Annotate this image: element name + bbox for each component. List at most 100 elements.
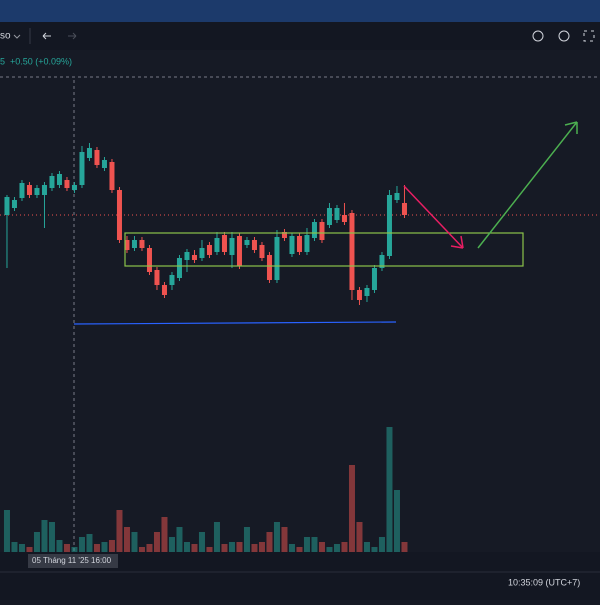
candle-body <box>356 290 362 300</box>
volume-bar <box>243 527 250 552</box>
volume-bar <box>131 532 138 552</box>
volume-bar <box>153 532 160 552</box>
candle-body <box>184 252 190 260</box>
volume-bar <box>86 534 93 552</box>
candle-body <box>311 222 317 238</box>
volume-bar <box>18 544 25 552</box>
volume-bar <box>251 544 258 552</box>
candle-body <box>274 237 280 280</box>
candle-body <box>34 188 40 195</box>
candle-body <box>334 208 340 220</box>
volume-bar <box>48 522 55 552</box>
volume-bar <box>236 542 243 552</box>
volume-bar <box>378 537 385 552</box>
volume-bar <box>341 542 348 552</box>
fullscreen-icon[interactable] <box>583 30 595 42</box>
candle-body <box>79 152 85 185</box>
volume-bar <box>3 510 10 552</box>
candle-body <box>364 288 370 296</box>
candle-body <box>94 150 100 165</box>
candle-body <box>131 240 137 248</box>
candle-body <box>154 270 160 285</box>
toolbar <box>0 22 600 50</box>
candle-body <box>304 235 310 252</box>
volume-bar <box>363 542 370 552</box>
volume-bar <box>348 465 355 552</box>
candle-body <box>49 176 55 188</box>
volume-bar <box>93 544 100 552</box>
symbol[interactable]: so <box>0 31 11 42</box>
volume-bar <box>288 544 295 552</box>
volume-bar <box>206 547 213 552</box>
range-box[interactable] <box>124 232 524 267</box>
candle-body <box>26 185 32 195</box>
clock: 10:35:09 (UTC+7) <box>508 577 580 587</box>
volume-bar <box>161 517 168 552</box>
candle-body <box>191 255 197 260</box>
volume-bar <box>56 540 63 552</box>
volume-bar <box>138 547 145 552</box>
volume-bar <box>63 544 70 552</box>
status-bar <box>0 570 600 600</box>
candle-body <box>296 236 302 252</box>
volume-bar <box>386 427 393 552</box>
volume-bar <box>78 537 85 552</box>
legend-change: +0.50 (+0.09%) <box>10 56 72 66</box>
volume-bar <box>191 544 198 552</box>
redo-icon[interactable] <box>68 32 77 40</box>
candle-body <box>326 208 332 225</box>
candle-body <box>124 240 130 250</box>
candle-body <box>146 248 152 272</box>
volume-bar <box>33 532 40 552</box>
volume-bar <box>176 527 183 552</box>
candle-body <box>289 236 295 254</box>
undo-icon[interactable] <box>42 32 51 40</box>
candle-body <box>86 148 92 158</box>
volume-bar <box>393 490 400 552</box>
alert-icon[interactable] <box>532 30 544 42</box>
candle-body <box>176 258 182 278</box>
candle-body <box>161 285 167 295</box>
legend-price: 5 <box>0 56 5 66</box>
candle-body <box>401 203 407 215</box>
candle-body <box>41 185 47 195</box>
down-arrow[interactable] <box>403 185 464 249</box>
volume-bar <box>213 522 220 552</box>
volume-bar <box>333 544 340 552</box>
volume-bar <box>168 537 175 552</box>
volume-bar <box>221 544 228 552</box>
volume-bar <box>326 547 333 552</box>
candle-body <box>319 222 325 240</box>
candle-body <box>341 215 347 222</box>
candle-body <box>109 162 115 190</box>
candle-body <box>251 240 257 250</box>
volume-bar <box>41 520 48 552</box>
volume-bar <box>318 542 325 552</box>
candle-body <box>19 183 25 198</box>
volume-bar <box>101 542 108 552</box>
candle-body <box>229 238 235 255</box>
volume-bar <box>71 547 78 552</box>
volume-bar <box>198 532 205 552</box>
volume-bar <box>228 542 235 552</box>
volume-bar <box>146 544 153 552</box>
candle-body <box>64 180 70 188</box>
up-arrow[interactable] <box>477 121 578 249</box>
volume-bar <box>311 537 318 552</box>
candle-body <box>349 213 355 290</box>
candle-body <box>221 235 227 252</box>
settings-icon[interactable] <box>558 30 570 42</box>
candle-body <box>139 240 145 248</box>
dropdown-icon[interactable] <box>13 34 21 39</box>
crosshair-label-box <box>28 554 118 568</box>
crosshair-label: 05 Tháng 11 '25 16:00 <box>32 556 112 565</box>
candle-body <box>11 200 17 208</box>
candle-body <box>266 255 272 280</box>
candle-body <box>4 197 10 215</box>
candle-body <box>214 238 220 252</box>
volume-bar <box>303 537 310 552</box>
candle-body <box>199 248 205 258</box>
candle-body <box>281 232 287 238</box>
trend-line[interactable] <box>73 321 397 325</box>
